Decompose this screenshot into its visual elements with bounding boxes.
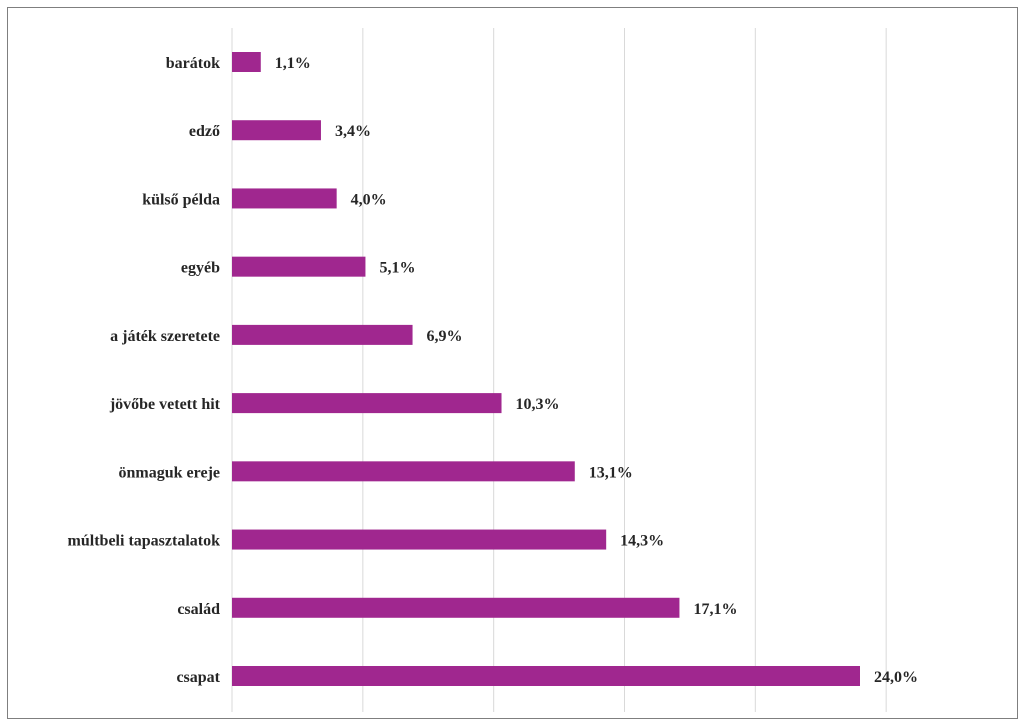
value-label-6: 13,1% — [589, 464, 633, 481]
value-label-1: 3,4% — [335, 123, 371, 140]
bar-0 — [232, 52, 261, 72]
value-label-4: 6,9% — [427, 328, 463, 345]
value-label-5: 10,3% — [516, 396, 560, 413]
category-label-1: edző — [189, 123, 220, 140]
bar-9 — [232, 666, 860, 686]
category-label-6: önmaguk ereje — [119, 464, 220, 481]
category-labels: barátok edző külső példa egyéb a játék szere… — [68, 55, 221, 686]
bar-2 — [232, 188, 337, 209]
bar-4 — [232, 324, 413, 345]
category-label-8: család — [177, 601, 220, 618]
value-label-2: 4,0% — [351, 191, 387, 208]
category-label-9: csapat — [176, 669, 220, 686]
bar-3 — [232, 256, 366, 277]
bar-1 — [232, 120, 321, 141]
bar-8 — [232, 597, 680, 618]
category-label-0: barátok — [166, 55, 220, 72]
category-label-7: múltbeli tapasztalatok — [68, 533, 221, 550]
bars — [232, 52, 860, 686]
value-label-8: 17,1% — [693, 601, 737, 618]
value-label-9: 24,0% — [874, 669, 918, 686]
category-label-4: a játék szeretete — [110, 328, 220, 345]
value-labels: 1,1% 3,4% 4,0% 5,1% 6,9% 10,3% 13,1% 14,3% 17,1%… — [275, 55, 918, 686]
category-label-5: jövőbe vetett hit — [109, 396, 221, 413]
category-label-2: külső példa — [142, 191, 220, 208]
bar-5 — [232, 393, 502, 414]
value-label-3: 5,1% — [379, 260, 415, 277]
bar-7 — [232, 529, 607, 550]
value-label-0: 1,1% — [275, 55, 311, 72]
value-label-7: 14,3% — [620, 533, 664, 550]
bar-6 — [232, 461, 575, 482]
category-label-3: egyéb — [181, 260, 220, 277]
